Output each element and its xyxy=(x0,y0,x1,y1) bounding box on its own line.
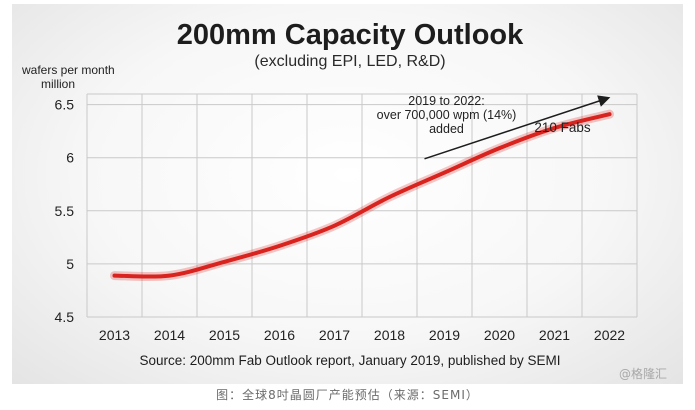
series-layer xyxy=(110,109,614,282)
x-tick-label: 2014 xyxy=(154,327,185,343)
source-note: Source: 200mm Fab Outlook report, Januar… xyxy=(140,353,561,368)
x-tick-label: 2022 xyxy=(594,327,625,343)
data-point xyxy=(332,223,337,228)
x-tick-label: 2020 xyxy=(484,327,515,343)
x-tick-label: 2013 xyxy=(99,327,130,343)
y-tick-label: 6.5 xyxy=(55,97,75,113)
data-point xyxy=(497,146,502,150)
y-axis-label: wafers per month million xyxy=(21,63,115,91)
data-point xyxy=(607,112,612,116)
x-tick-label: 2016 xyxy=(264,327,295,343)
chart-subtitle: (excluding EPI, LED, R&D) xyxy=(254,53,445,70)
figure-caption: 图：全球8吋晶圆厂产能预估（来源：SEMI） xyxy=(216,388,479,402)
grid-lines xyxy=(86,93,638,318)
axis-ticks: 4.5 5 5.5 6 6.5 2013 2014 2015 2016 2017 2018 2019 2… xyxy=(55,97,626,343)
series-line xyxy=(112,112,612,279)
data-point xyxy=(552,126,557,130)
y-tick-label: 5.5 xyxy=(55,203,75,219)
x-tick-label: 2021 xyxy=(539,327,570,343)
y-tick-label: 6 xyxy=(66,150,74,166)
end-label: 210 Fabs xyxy=(534,120,591,135)
x-tick-label: 2017 xyxy=(319,327,350,343)
chart-title: 200mm Capacity Outlook xyxy=(177,19,524,51)
x-tick-label: 2018 xyxy=(374,327,405,343)
chart-svg: 200mm Capacity Outlook (excluding EPI, L… xyxy=(21,19,638,368)
x-tick-label: 2019 xyxy=(429,327,460,343)
y-tick-label: 5 xyxy=(66,256,74,272)
growth-annotation-line: over 700,000 wpm (14%) xyxy=(377,108,517,122)
data-point xyxy=(277,244,282,248)
chart-slide: 200mm Capacity Outlook (excluding EPI, L… xyxy=(12,4,683,384)
growth-annotation-line: 2019 to 2022: xyxy=(408,94,484,108)
data-point xyxy=(167,273,172,278)
data-point xyxy=(222,259,227,264)
annotations: 2019 to 2022:over 700,000 wpm (14%)added… xyxy=(377,94,611,160)
growth-annotation-line: added xyxy=(429,122,464,136)
y-tick-label: 4.5 xyxy=(55,309,75,325)
watermark: @格隆汇 xyxy=(618,367,667,381)
growth-arrow xyxy=(424,95,611,160)
data-point xyxy=(112,273,117,278)
data-point xyxy=(387,195,392,199)
data-point xyxy=(442,170,447,175)
x-tick-label: 2015 xyxy=(209,327,240,343)
